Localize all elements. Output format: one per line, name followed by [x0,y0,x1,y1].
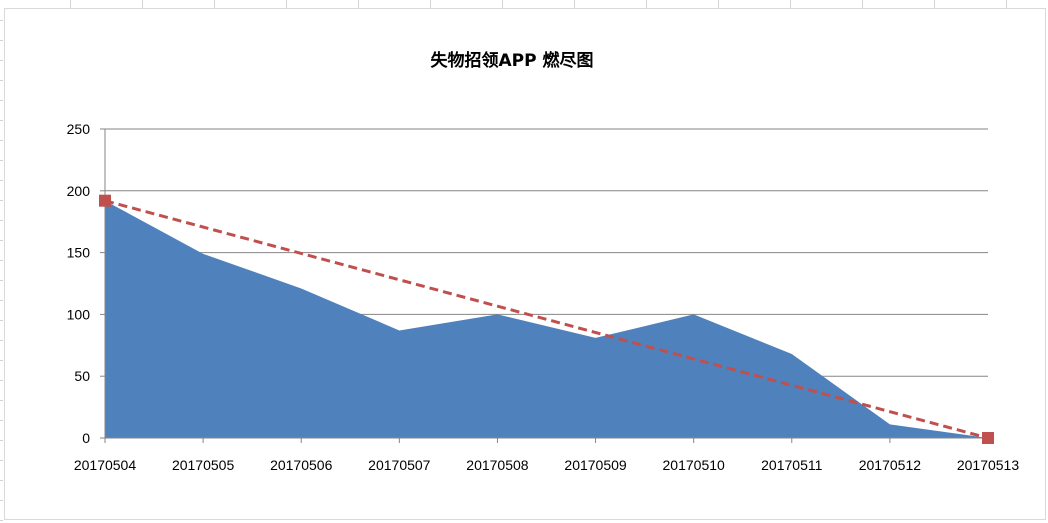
sheet-column-mark [1006,0,1007,8]
sheet-row-mark [0,360,3,361]
line-marker [99,194,111,207]
sheet-column-mark [934,0,935,8]
sheet-column-mark [70,0,71,8]
x-tick-label: 20170513 [957,457,1020,473]
sheet-column-mark [286,0,287,8]
sheet-row-mark [0,500,3,501]
sheet-column-mark [430,0,431,8]
sheet-column-mark [358,0,359,8]
sheet-row-mark [0,200,3,201]
sheet-column-mark [862,0,863,8]
sheet-row-mark [0,320,3,321]
y-tick-label: 100 [67,306,91,322]
x-tick-label: 20170512 [859,457,922,473]
sheet-row-mark [0,440,3,441]
sheet-column-mark [718,0,719,8]
sheet-row-mark [0,120,3,121]
x-tick-label: 20170508 [466,457,529,473]
x-tick-label: 20170509 [564,457,627,473]
line-marker [982,432,994,444]
x-axis-labels: 20170504 20170505 20170506 20170507 20170508… [74,457,1020,473]
sheet-row-mark [0,280,3,281]
x-tick-label: 20170511 [761,457,822,473]
sheet-row-mark [0,180,3,181]
sheet-row-mark [0,20,3,21]
sheet-column-mark [502,0,503,8]
sheet-row-mark [0,480,3,481]
y-tick-label: 0 [82,430,90,446]
sheet-row-mark [0,400,3,401]
sheet-row-mark [0,100,3,101]
y-axis-labels: 0 50 100 150 200 250 [67,121,91,446]
sheet-row-mark [0,380,3,381]
sheet-column-mark [142,0,143,8]
sheet-row-mark [0,140,3,141]
sheet-column-mark [790,0,791,8]
sheet-row-mark [0,460,3,461]
x-tick-label: 20170510 [663,457,726,473]
sheet-row-mark [0,300,3,301]
y-tick-label: 250 [67,121,91,137]
area-series [105,200,988,438]
sheet-row-mark [0,520,3,521]
sheet-column-mark [214,0,215,8]
x-tick-label: 20170505 [172,457,235,473]
sheet-row-mark [0,60,3,61]
y-tick-label: 200 [67,183,91,199]
ideal-burndown-line [104,199,989,440]
sheet-row-mark [0,420,3,421]
y-tick-label: 150 [67,245,91,261]
sheet-column-mark [646,0,647,8]
sheet-row-mark [0,220,3,221]
sheet-row-mark [0,260,3,261]
y-tick-label: 50 [74,368,90,384]
x-tick-label: 20170506 [270,457,333,473]
x-tick-label: 20170507 [368,457,431,473]
chart-title: 失物招领APP 燃尽图 [431,50,594,71]
sheet-row-mark [0,240,3,241]
sheet-row-mark [0,80,3,81]
sheet-row-mark [0,40,3,41]
axes [100,128,989,443]
sheet-row-mark [0,340,3,341]
sheet-column-mark [574,0,575,8]
dashed-line-series [99,194,994,444]
x-tick-label: 20170504 [74,457,137,473]
area-fill [105,200,988,438]
sheet-row-mark [0,160,3,161]
